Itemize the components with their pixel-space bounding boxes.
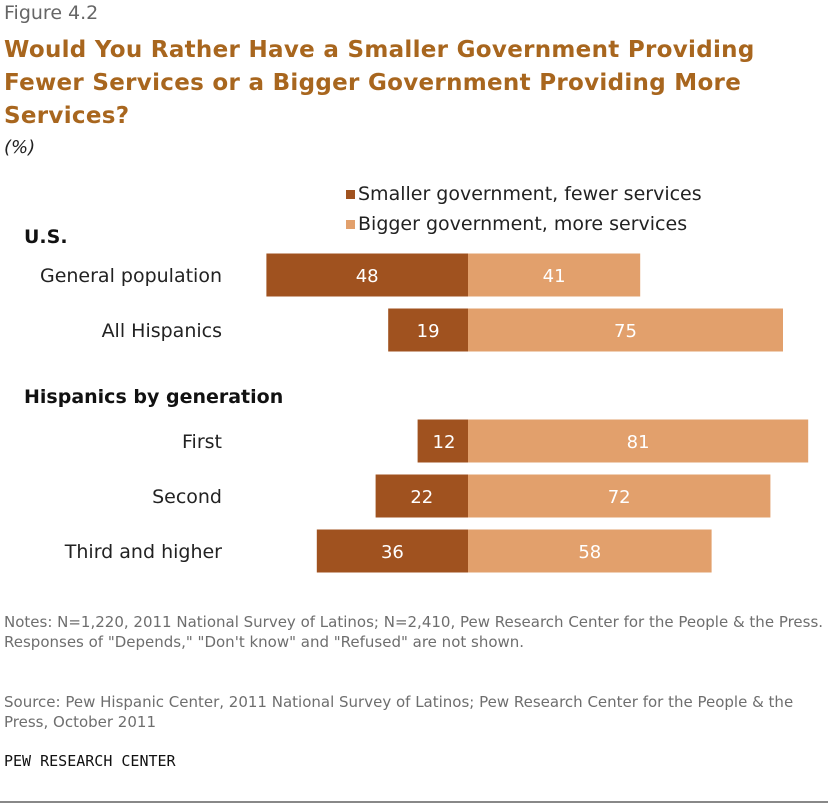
data-label-smaller: 48 <box>356 266 379 287</box>
bottom-divider <box>0 801 828 803</box>
category-label: Third and higher <box>64 541 222 563</box>
group-header: U.S. <box>24 226 68 248</box>
category-label: All Hispanics <box>102 320 222 342</box>
bar-smaller <box>316 529 468 573</box>
legend-swatch <box>346 220 355 229</box>
bar-smaller <box>375 474 468 518</box>
diverging-bar-chart: Smaller government, fewer services Bigger… <box>24 183 809 573</box>
bar-bigger <box>468 474 771 518</box>
data-label-smaller: 19 <box>417 321 440 342</box>
bar-bigger <box>468 308 783 352</box>
data-label-bigger: 41 <box>543 266 566 287</box>
data-label-smaller: 36 <box>381 542 404 563</box>
data-label-bigger: 75 <box>614 321 637 342</box>
category-label: General population <box>40 265 222 287</box>
legend-label: Smaller government, fewer services <box>358 183 702 205</box>
chart-source: Source: Pew Hispanic Center, 2011 Nation… <box>4 693 794 731</box>
legend-swatch <box>346 190 355 199</box>
bar-smaller <box>388 308 468 352</box>
category-label: First <box>182 431 222 453</box>
chart-title: Would You Rather Have a Smaller Governme… <box>4 37 755 129</box>
bar-smaller <box>417 419 468 463</box>
bar-bigger <box>468 419 809 463</box>
group-header: Hispanics by generation <box>24 386 283 408</box>
category-label: Second <box>152 486 222 508</box>
data-label-bigger: 81 <box>627 432 650 453</box>
bar-smaller <box>266 253 468 297</box>
chart-subtitle: (%) <box>4 137 36 158</box>
bar-bigger <box>468 253 641 297</box>
legend-label: Bigger government, more services <box>358 213 687 235</box>
data-label-bigger: 58 <box>578 542 601 563</box>
brand-footer: PEW RESEARCH CENTER <box>4 752 176 770</box>
data-label-smaller: 22 <box>410 487 433 508</box>
bar-bigger <box>468 529 712 573</box>
chart-notes: Notes: N=1,220, 2011 National Survey of … <box>4 613 824 651</box>
data-label-smaller: 12 <box>433 432 456 453</box>
data-label-bigger: 72 <box>608 487 631 508</box>
figure-label: Figure 4.2 <box>4 2 99 24</box>
